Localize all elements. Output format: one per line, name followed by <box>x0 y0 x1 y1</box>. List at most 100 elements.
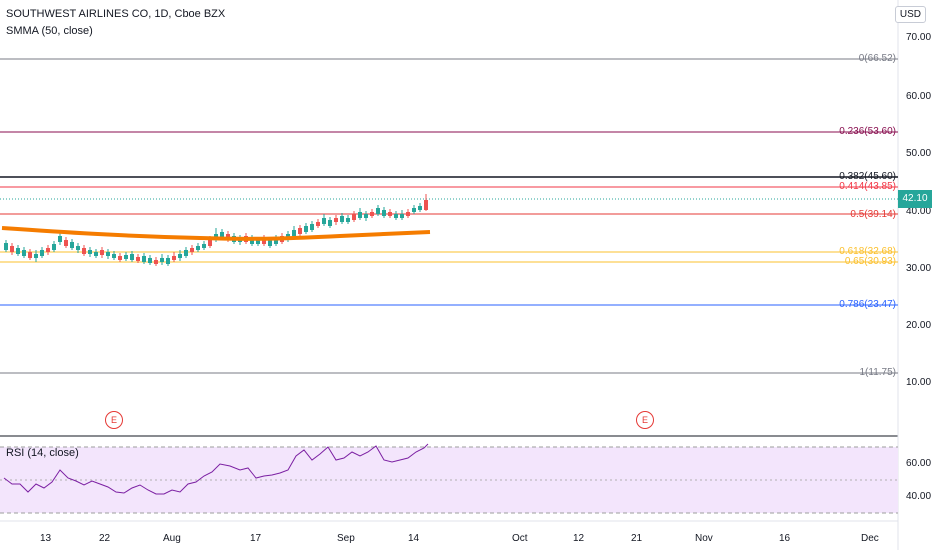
candle-body <box>262 238 266 244</box>
date-tick: 22 <box>99 533 111 544</box>
date-tick: 12 <box>573 533 585 544</box>
indicator-legend-rsi[interactable]: RSI (14, close) <box>6 447 79 459</box>
date-tick: 13 <box>40 533 52 544</box>
candle-body <box>4 243 8 250</box>
candle-body <box>370 212 374 216</box>
price-tick: 40.00 <box>906 206 932 217</box>
fib-label: 0(66.52) <box>858 53 896 64</box>
candle-body <box>112 254 116 258</box>
date-tick: 17 <box>250 533 262 544</box>
candle-body <box>298 228 302 234</box>
candle-body <box>58 236 62 242</box>
indicator-legend-smma[interactable]: SMMA (50, close) <box>6 25 93 37</box>
price-tick: 30.00 <box>906 263 932 274</box>
candlestick-series[interactable] <box>4 194 428 266</box>
fib-label: 0.786(23.47) <box>839 299 896 310</box>
candle-body <box>400 214 404 218</box>
date-tick: 16 <box>779 533 791 544</box>
candle-body <box>40 250 44 256</box>
last-price-badge: 42.10 <box>898 190 932 208</box>
price-tick: 70.00 <box>906 32 932 43</box>
date-tick: 21 <box>631 533 643 544</box>
candle-body <box>310 224 314 230</box>
fib-label: 0.618(32.68) <box>839 246 896 257</box>
candle-body <box>388 212 392 216</box>
candle-body <box>10 246 14 252</box>
date-tick: Aug <box>163 533 181 544</box>
candle-body <box>148 258 152 263</box>
fib-label: 0.65(30.93) <box>844 256 896 267</box>
candle-body <box>304 226 308 232</box>
candle-body <box>94 252 98 256</box>
candle-body <box>358 212 362 218</box>
candle-body <box>22 250 26 256</box>
fib-label: 0.236(53.60) <box>839 126 896 137</box>
candle-body <box>352 214 356 220</box>
fib-label: 1(11.75) <box>859 367 896 378</box>
candle-body <box>70 242 74 248</box>
candle-body <box>136 257 140 261</box>
date-tick: 14 <box>408 533 420 544</box>
candle-body <box>322 218 326 224</box>
rsi-tick: 60.00 <box>906 458 932 469</box>
candle-body <box>346 218 350 222</box>
candle-body <box>208 240 212 246</box>
candle-body <box>190 248 194 252</box>
fib-label: 0.382(45.60) <box>839 171 896 182</box>
candle-body <box>268 240 272 246</box>
date-tick: Dec <box>861 533 879 544</box>
candle-body <box>46 248 50 252</box>
fibonacci-retracement[interactable] <box>0 58 898 374</box>
candle-body <box>166 258 170 264</box>
candle-body <box>256 240 260 244</box>
candle-body <box>100 250 104 255</box>
rsi-line <box>3 443 429 495</box>
candle-body <box>154 260 158 264</box>
candle-body <box>106 252 110 256</box>
candle-body <box>82 248 86 254</box>
earnings-marker[interactable]: E <box>636 411 654 429</box>
candle-body <box>250 238 254 244</box>
currency-badge[interactable]: USD <box>894 6 926 23</box>
candle-body <box>172 256 176 260</box>
smma-line <box>1 226 431 241</box>
candle-body <box>202 244 206 248</box>
candle-body <box>316 222 320 226</box>
candle-body <box>178 254 182 258</box>
candle-body <box>334 218 338 222</box>
fib-label: 0.5(39.14) <box>850 209 896 220</box>
candle-body <box>424 200 428 210</box>
candle-body <box>184 250 188 256</box>
candle-body <box>406 212 410 216</box>
earnings-marker[interactable]: E <box>105 411 123 429</box>
candle-body <box>28 252 32 258</box>
candle-body <box>130 254 134 260</box>
chart-legend-title[interactable]: SOUTHWEST AIRLINES CO, 1D, Cboe BZX <box>6 8 226 20</box>
price-tick: 20.00 <box>906 320 932 331</box>
candle-body <box>394 214 398 218</box>
candle-body <box>160 258 164 262</box>
candle-body <box>274 238 278 244</box>
candle-body <box>52 244 56 250</box>
rsi-tick: 40.00 <box>906 491 932 502</box>
candle-body <box>220 232 224 238</box>
candle-body <box>376 208 380 214</box>
price-tick: 50.00 <box>906 148 932 159</box>
candle-body <box>142 256 146 262</box>
candle-body <box>124 255 128 259</box>
candle-body <box>328 220 332 226</box>
candle-body <box>16 248 20 254</box>
rsi-band <box>0 447 898 513</box>
price-tick: 60.00 <box>906 91 932 102</box>
date-tick: Nov <box>695 533 713 544</box>
price-tick: 10.00 <box>906 377 932 388</box>
candle-body <box>34 254 38 258</box>
candle-body <box>412 208 416 212</box>
candle-body <box>382 210 386 216</box>
candle-body <box>292 230 296 236</box>
candle-body <box>364 214 368 218</box>
date-tick: Sep <box>337 533 355 544</box>
candle-body <box>76 246 80 250</box>
candle-body <box>88 250 92 254</box>
